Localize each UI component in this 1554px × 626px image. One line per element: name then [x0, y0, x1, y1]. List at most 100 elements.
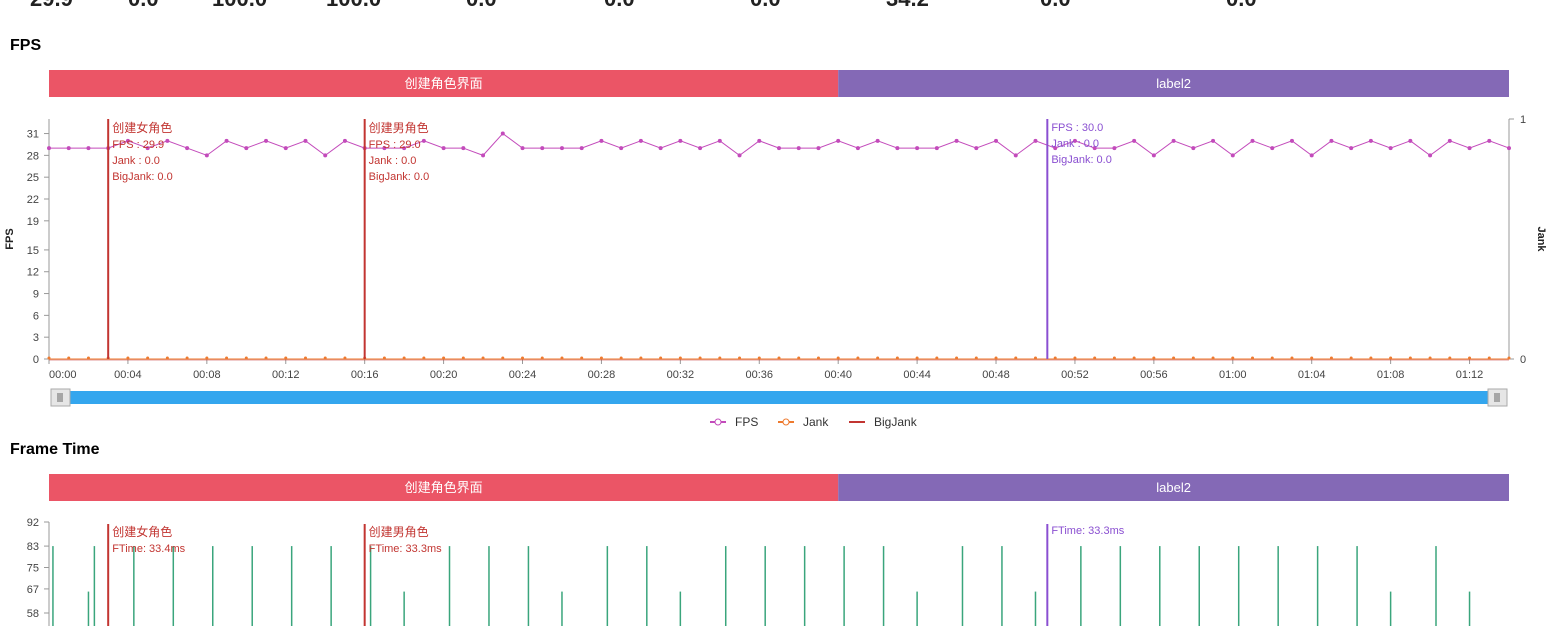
x-tick-label: 00:40: [824, 369, 852, 381]
jank-point: [1487, 356, 1491, 360]
legend-item-jank[interactable]: Jank: [778, 415, 829, 429]
marker-value: FTime: 33.4ms: [112, 543, 185, 555]
fps-point: [1230, 153, 1235, 158]
fps-point: [757, 138, 762, 143]
segment-label: label2: [1156, 480, 1191, 495]
fps-point: [619, 146, 624, 151]
fps-point: [994, 138, 999, 143]
jank-point: [1172, 356, 1176, 360]
fps-point: [303, 138, 308, 143]
jank-point: [678, 356, 682, 360]
fps-point: [1368, 138, 1373, 143]
jank-point: [303, 356, 307, 360]
fps-point: [1408, 138, 1413, 143]
x-tick-label: 00:16: [351, 369, 379, 381]
segment-bar-2: [838, 474, 1509, 501]
marker-value: FPS : 30.0: [1051, 122, 1103, 134]
jank-point: [1211, 356, 1215, 360]
x-tick-label: 00:08: [193, 369, 221, 381]
jank-point: [560, 356, 564, 360]
jank-point: [718, 356, 722, 360]
fps-point: [1428, 153, 1433, 158]
fps-series-line: [49, 132, 1510, 156]
legend-item-fps[interactable]: FPS: [710, 415, 758, 429]
zoom-slider-track[interactable]: [51, 391, 1507, 404]
fps-point: [47, 146, 51, 151]
x-tick-label: 00:04: [114, 369, 142, 381]
jank-point: [639, 356, 643, 360]
marker-value: FPS : 29.0: [369, 139, 421, 151]
fps-point: [264, 138, 269, 143]
segment-bar-1: [49, 70, 839, 97]
fps-point: [796, 146, 801, 151]
fps-point: [1487, 138, 1492, 143]
jank-point: [1408, 356, 1412, 360]
fps-point: [204, 153, 209, 158]
fps-point: [145, 146, 150, 151]
jank-point: [698, 356, 702, 360]
x-tick-label: 00:44: [903, 369, 931, 381]
jank-point: [86, 356, 90, 360]
fps-point: [66, 146, 71, 151]
fps-chart[interactable]: 创建角色界面 label2 0 3 6 9 12 15 19 22 25 28 31 0 1 FPS Jank 0…: [0, 62, 1554, 437]
fps-point: [1447, 138, 1452, 143]
y2-tick-label: 0: [1520, 354, 1526, 366]
jank-point: [165, 356, 169, 360]
fps-point: [1507, 146, 1511, 151]
x-tick-label: 00:28: [588, 369, 616, 381]
summary-value: 0.0: [466, 0, 497, 12]
fps-point: [737, 153, 742, 158]
jank-point: [1251, 356, 1255, 360]
legend-label: Jank: [803, 415, 829, 429]
fps-point: [717, 138, 722, 143]
x-tick-label: 01:04: [1298, 369, 1326, 381]
marker-value: FTime: 33.3ms: [1051, 525, 1124, 537]
fps-point: [816, 146, 821, 151]
fps-point: [698, 146, 703, 151]
fps-point: [244, 146, 249, 151]
segment-label: label2: [1156, 76, 1191, 91]
jank-point: [67, 356, 71, 360]
legend-label: BigJank: [874, 415, 918, 429]
jank-point: [1073, 356, 1077, 360]
fps-point: [342, 138, 347, 143]
jank-point: [461, 356, 465, 360]
jank-point: [757, 356, 761, 360]
summary-value: 0.0: [1226, 0, 1257, 12]
jank-point: [1053, 356, 1057, 360]
fps-point: [1053, 146, 1058, 151]
jank-point: [1310, 356, 1314, 360]
legend-marker: [714, 418, 722, 426]
y-axis-label: FPS: [4, 228, 16, 249]
fps-point: [185, 146, 190, 151]
segment-label: 创建角色界面: [405, 76, 483, 91]
y-tick-label: 19: [27, 216, 39, 228]
fps-point: [323, 153, 328, 158]
y-tick-label: 6: [33, 310, 39, 322]
fps-point: [1467, 146, 1472, 151]
frame-time-chart[interactable]: 创建角色界面 label2 58 67 75 83 92 创建女角色 FTime: 33.4ms…: [0, 466, 1554, 626]
x-tick-label: 01:12: [1456, 369, 1484, 381]
jank-point: [599, 356, 603, 360]
marker-value: BigJank: 0.0: [112, 171, 173, 183]
fps-point: [1329, 138, 1334, 143]
jank-point: [797, 356, 801, 360]
jank-point: [146, 356, 150, 360]
x-tick-label: 00:12: [272, 369, 300, 381]
segment-bar-2: [838, 70, 1509, 97]
fps-point: [658, 146, 663, 151]
fps-point: [1270, 146, 1275, 151]
fps-point: [895, 146, 900, 151]
legend-item-bigjank[interactable]: BigJank: [849, 415, 918, 429]
legend-label: FPS: [735, 415, 758, 429]
fps-point: [461, 146, 466, 151]
y-tick-label: 9: [33, 289, 39, 301]
jank-point: [1191, 356, 1195, 360]
jank-point: [1290, 356, 1294, 360]
fps-point: [500, 131, 505, 136]
jank-point: [185, 356, 189, 360]
fps-point: [224, 138, 229, 143]
x-tick-label: 01:00: [1219, 369, 1247, 381]
jank-point: [1329, 356, 1333, 360]
y-tick-label: 67: [27, 584, 39, 596]
